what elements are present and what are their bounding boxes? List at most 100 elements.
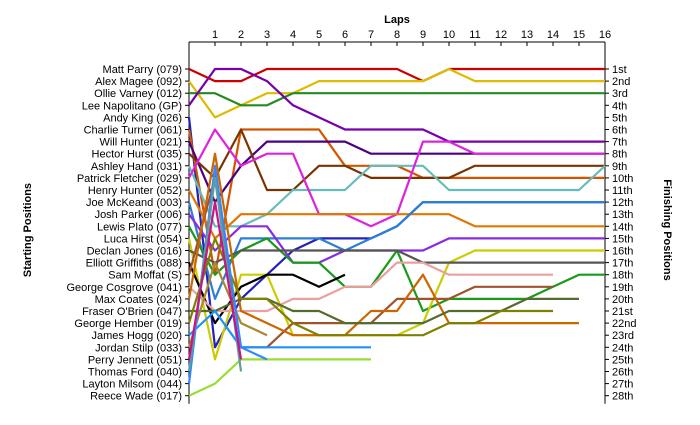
starting-position-label: Lee Napolitano (GP)	[82, 100, 182, 112]
finishing-position-label: 7th	[612, 137, 627, 149]
lap-tick-label: 15	[573, 29, 585, 41]
starting-position-label: Matt Parry (079)	[103, 64, 182, 76]
starting-position-label: Jordan Stilp (033)	[95, 342, 182, 354]
finishing-position-label: 16th	[612, 246, 633, 258]
starting-position-label: George Cosgrove (041)	[66, 282, 182, 294]
starting-position-label: Sam Moffat (S)	[108, 270, 182, 282]
finishing-position-label: 25th	[612, 354, 633, 366]
lap-tick-label: 1	[212, 29, 218, 41]
series-line	[188, 67, 605, 143]
lap-tick-label: 14	[547, 29, 559, 41]
series-line	[188, 128, 605, 192]
starting-position-label: Ashley Hand (031)	[91, 161, 182, 173]
starting-position-label: Hector Hurst (035)	[92, 149, 182, 161]
series-line	[189, 92, 605, 107]
lap-tick-label: 2	[238, 29, 244, 41]
finishing-position-label: 20th	[612, 294, 633, 306]
series-group	[187, 67, 606, 397]
series-line	[187, 201, 605, 300]
finishing-position-label: 10th	[612, 173, 633, 185]
lap-tick-label: 12	[495, 29, 507, 41]
starting-position-label: Perry Jennett (051)	[88, 354, 182, 366]
series-line	[187, 140, 605, 204]
lap-tick-label: 13	[521, 29, 533, 41]
y-axis-left-label: Starting Positions	[22, 183, 34, 277]
starting-position-label: James Hogg (020)	[92, 330, 183, 342]
finishing-position-label: 27th	[612, 379, 633, 391]
lap-tick-label: 6	[342, 29, 348, 41]
starting-position-label: Josh Parker (006)	[95, 209, 182, 221]
lap-tick-label: 10	[443, 29, 455, 41]
finishing-position-label: 28th	[612, 391, 633, 403]
starting-position-label: Elliott Griffiths (088)	[86, 258, 182, 270]
finishing-position-label: 13th	[612, 209, 633, 221]
series-line	[188, 358, 371, 397]
finishing-position-label: 11th	[612, 185, 633, 197]
starting-position-label: Thomas Ford (040)	[88, 367, 182, 379]
starting-position-label: Reece Wade (017)	[90, 391, 182, 403]
finishing-position-label: 14th	[612, 221, 633, 233]
starting-position-label: Charlie Turner (061)	[84, 125, 182, 137]
lap-tick-label: 16	[599, 29, 611, 41]
starting-position-label: Henry Hunter (052)	[88, 185, 182, 197]
starting-position-label: Layton Milsom (044)	[82, 379, 182, 391]
finishing-position-label: 23rd	[612, 330, 634, 342]
finishing-position-ticks: 1st2nd3rd4th5th6th7th8th9th10th11th12th1…	[605, 64, 636, 403]
lap-tick-label: 4	[290, 29, 296, 41]
series-line	[187, 262, 346, 325]
series-line	[187, 152, 579, 337]
finishing-position-label: 26th	[612, 367, 633, 379]
lap-tick-label: 9	[420, 29, 426, 41]
finishing-position-label: 3rd	[612, 88, 628, 100]
finishing-position-label: 22nd	[612, 318, 636, 330]
finishing-position-label: 12th	[612, 197, 633, 209]
finishing-position-label: 4th	[612, 100, 627, 112]
finishing-position-label: 2nd	[612, 76, 630, 88]
starting-position-label: Lewis Plato (077)	[97, 221, 182, 233]
lap-tick-label: 5	[316, 29, 322, 41]
series-line	[188, 261, 553, 313]
series-line	[187, 261, 268, 348]
finishing-position-label: 5th	[612, 112, 627, 124]
starting-position-label: Patrick Fletcher (029)	[77, 173, 182, 185]
finishing-position-label: 8th	[612, 149, 627, 161]
series-line	[187, 201, 243, 360]
y-axis-right-label: Finishing Positions	[661, 179, 673, 280]
chart-frame	[188, 41, 606, 404]
starting-position-label: Luca Hirst (054)	[104, 233, 182, 245]
lap-ticks: 1 2 3 4 5 6 7 8 9 10 11 12 13 14 15 16	[212, 29, 611, 46]
series-line	[188, 67, 605, 83]
starting-position-label: Max Coates (024)	[95, 294, 182, 306]
starting-position-ticks: Matt Parry (079)Alex Magee (092)Ollie Va…	[66, 64, 189, 403]
series-line	[188, 67, 605, 119]
starting-position-label: Ollie Varney (012)	[94, 88, 182, 100]
finishing-position-label: 24th	[612, 342, 633, 354]
starting-position-label: Fraser O'Brien (047)	[82, 306, 182, 318]
lap-tick-label: 3	[264, 29, 270, 41]
starting-position-label: George Hember (019)	[74, 318, 182, 330]
starting-position-label: Joe McKeand (003)	[86, 197, 182, 209]
finishing-position-label: 17th	[612, 258, 633, 270]
finishing-position-label: 15th	[612, 233, 633, 245]
series-line	[187, 164, 606, 228]
series-line	[188, 309, 371, 349]
series-line	[188, 189, 605, 240]
finishing-position-label: 9th	[612, 161, 627, 173]
finishing-position-label: 19th	[612, 282, 633, 294]
starting-position-label: Declan Jones (016)	[87, 246, 182, 258]
lap-tick-label: 8	[394, 29, 400, 41]
starting-position-label: Andy King (026)	[103, 112, 182, 124]
starting-position-label: Will Hunter (021)	[99, 137, 182, 149]
finishing-position-label: 18th	[612, 270, 633, 282]
lap-tick-label: 11	[469, 29, 480, 41]
finishing-position-label: 1st	[612, 64, 627, 76]
series-line	[187, 237, 553, 337]
finishing-position-label: 6th	[612, 125, 627, 137]
chart-title: Laps	[384, 14, 410, 26]
starting-position-label: Alex Magee (092)	[95, 76, 182, 88]
lap-tick-label: 7	[368, 29, 374, 41]
finishing-position-label: 21st	[612, 306, 633, 318]
series-line	[188, 249, 605, 264]
